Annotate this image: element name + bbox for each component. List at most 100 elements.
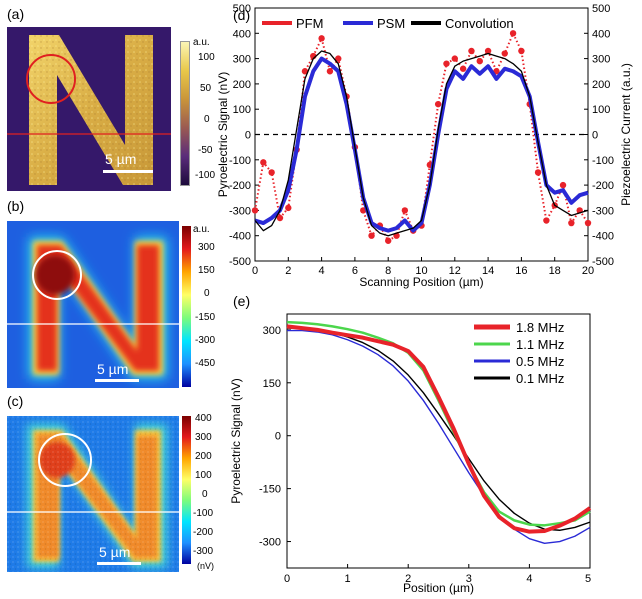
chart-d-x-tick-label: 10 xyxy=(415,265,427,277)
chart-e-legend-label: 0.5 MHz xyxy=(516,354,564,369)
chart-d-y2-tick-label: -500 xyxy=(592,256,614,268)
panel-a-image xyxy=(7,27,171,191)
panel-c-colorbar-tick: 400 xyxy=(195,413,212,424)
panel-a-label: (a) xyxy=(7,6,25,22)
chart-d-y-tick-label: -400 xyxy=(229,231,251,243)
chart-d-point-pfm xyxy=(509,30,517,37)
chart-d-x-tick-label: 6 xyxy=(352,265,358,277)
chart-d-y-tick-label: -100 xyxy=(229,155,251,167)
chart-e-x-tick-label: 5 xyxy=(585,573,591,585)
chart-d-x-tick-label: 20 xyxy=(582,265,594,277)
chart-d-y-tick-label: -300 xyxy=(229,205,251,217)
panel-b-colorbar-unit: a.u. xyxy=(193,224,210,235)
panel-b-label: (b) xyxy=(7,198,25,214)
chart-d-x-tick-label: 16 xyxy=(515,265,527,277)
chart-d-legend-label: Convolution xyxy=(445,16,514,31)
panel-a-map: 5 µm xyxy=(7,27,171,191)
chart-d-x-tick-label: 12 xyxy=(449,265,461,277)
chart-e-y-tick-label: 300 xyxy=(263,325,281,337)
panel-c-colorbar xyxy=(182,416,191,564)
chart-d-line-convolution xyxy=(254,50,589,237)
panel-b-scalebar-label: 5 µm xyxy=(97,361,129,377)
panel-a-colorbar-tick: 50 xyxy=(200,83,212,94)
chart-d-point-pfm xyxy=(326,68,334,75)
panel-b-colorbar xyxy=(182,226,191,387)
chart-d-y2-tick-label: -300 xyxy=(592,205,614,217)
chart-e-y-tick-label: -300 xyxy=(259,537,281,549)
chart-d-y-tick-label: 200 xyxy=(233,79,251,91)
chart-d-point-pfm xyxy=(584,219,592,227)
chart-d-y-tick-label: 100 xyxy=(233,104,251,116)
chart-e-x-tick-label: 2 xyxy=(405,573,411,585)
chart-d-y2-tick-label: 300 xyxy=(592,54,610,66)
chart-d-y2-tick-label: 0 xyxy=(592,130,598,142)
panel-b-colorbar-tick: -300 xyxy=(195,335,216,346)
chart-d-legend-label: PFM xyxy=(296,16,323,31)
chart-d-point-pfm xyxy=(534,169,542,176)
panel-b-image xyxy=(7,221,179,388)
panel-a-colorbar xyxy=(180,41,190,186)
chart-d-panel-label: (d) xyxy=(233,7,250,23)
chart-d-y2-tick-label: 100 xyxy=(592,104,610,116)
chart-d-point-pfm xyxy=(451,55,458,62)
panel-a-colorbar-tick: 100 xyxy=(198,52,215,63)
panel-c-colorbar-tick: 0 xyxy=(202,489,208,500)
chart-e-x-tick-label: 1 xyxy=(345,573,351,585)
chart-d-x-tick-label: 8 xyxy=(385,265,391,277)
chart-d-point-pfm xyxy=(443,60,450,67)
chart-d-y-tick-label: -200 xyxy=(229,180,251,192)
chart-d-y2-tick-label: 500 xyxy=(592,3,610,15)
chart-d-point-pfm xyxy=(318,35,325,42)
panel-b-colorbar-tick: -450 xyxy=(195,358,216,369)
chart-d-y-tick-label: 0 xyxy=(245,130,251,142)
chart-d-y2-tick-label: -400 xyxy=(592,231,614,243)
chart-e-y-axis-title: Pyroelectric Signal (nV) xyxy=(229,378,243,503)
panel-b-map: 5 µm xyxy=(7,221,179,388)
chart-e-y-tick-label: 150 xyxy=(263,378,281,390)
chart-e-x-tick-label: 0 xyxy=(284,573,290,585)
chart-d-y-tick-label: 500 xyxy=(233,3,251,15)
panel-a-colorbar-unit: a.u. xyxy=(193,37,210,48)
panel-c-colorbar-unit: (nV) xyxy=(197,561,215,571)
chart-d-legend-label: PSM xyxy=(377,16,405,31)
chart-d-x-tick-label: 4 xyxy=(319,265,325,277)
panel-c-label: (c) xyxy=(7,393,24,409)
panel-b-colorbar-tick: -150 xyxy=(195,312,216,323)
panel-c-colorbar-tick: -200 xyxy=(193,527,214,538)
chart-d-point-pfm xyxy=(268,169,275,176)
chart-e-line-05mhz xyxy=(287,329,591,545)
chart-e-legend-label: 1.8 MHz xyxy=(516,320,564,335)
chart-d-point-pfm xyxy=(501,50,508,57)
panel-c-scalebar-label: 5 µm xyxy=(99,544,131,560)
chart-e-x-axis-title: Position (µm) xyxy=(403,581,474,595)
chart-d-x-tick-label: 14 xyxy=(482,265,494,277)
panel-a-scalebar-label: 5 µm xyxy=(105,151,137,167)
panel-b-colorbar-tick: 300 xyxy=(198,242,215,253)
chart-e-line-18mhz xyxy=(286,324,592,534)
chart-e-x-tick-label: 3 xyxy=(466,573,472,585)
panel-c-colorbar-tick: 300 xyxy=(195,432,212,443)
chart-e-y-tick-label: 0 xyxy=(275,431,281,443)
panel-c-colorbar-tick: -300 xyxy=(193,546,214,557)
chart-d-y2-tick-label: -100 xyxy=(592,155,614,167)
chart-d-x-tick-label: 2 xyxy=(285,265,291,277)
panel-c-colorbar-tick: 200 xyxy=(195,451,212,462)
chart-d-y2-axis-title: Piezoelectric Current (a.u.) xyxy=(619,63,633,206)
chart-e-legend-label: 0.1 MHz xyxy=(516,371,564,386)
chart-d-x-axis-title: Scanning Position (µm) xyxy=(359,275,483,289)
chart-d-y-axis-title: Pyroelectric Signal (nV) xyxy=(216,72,230,197)
chart-d-point-pfm xyxy=(385,237,392,244)
chart-e-legend-label: 1.1 MHz xyxy=(516,337,564,352)
panel-c-image xyxy=(7,416,179,572)
chart-d-y-tick-label: 400 xyxy=(233,28,251,40)
panel-a-colorbar-tick: 0 xyxy=(204,114,210,125)
chart-d-y-tick-label: 300 xyxy=(233,54,251,66)
panel-c-colorbar-tick: -100 xyxy=(193,508,214,519)
panel-b-colorbar-tick: 150 xyxy=(198,265,215,276)
chart-e-y-tick-label: -150 xyxy=(259,484,281,496)
chart-d-line-pfm xyxy=(254,30,589,243)
chart-d-point-pfm xyxy=(434,100,442,108)
chart-d-y2-tick-label: 400 xyxy=(592,28,610,40)
chart-e-plot-frame xyxy=(286,313,591,569)
